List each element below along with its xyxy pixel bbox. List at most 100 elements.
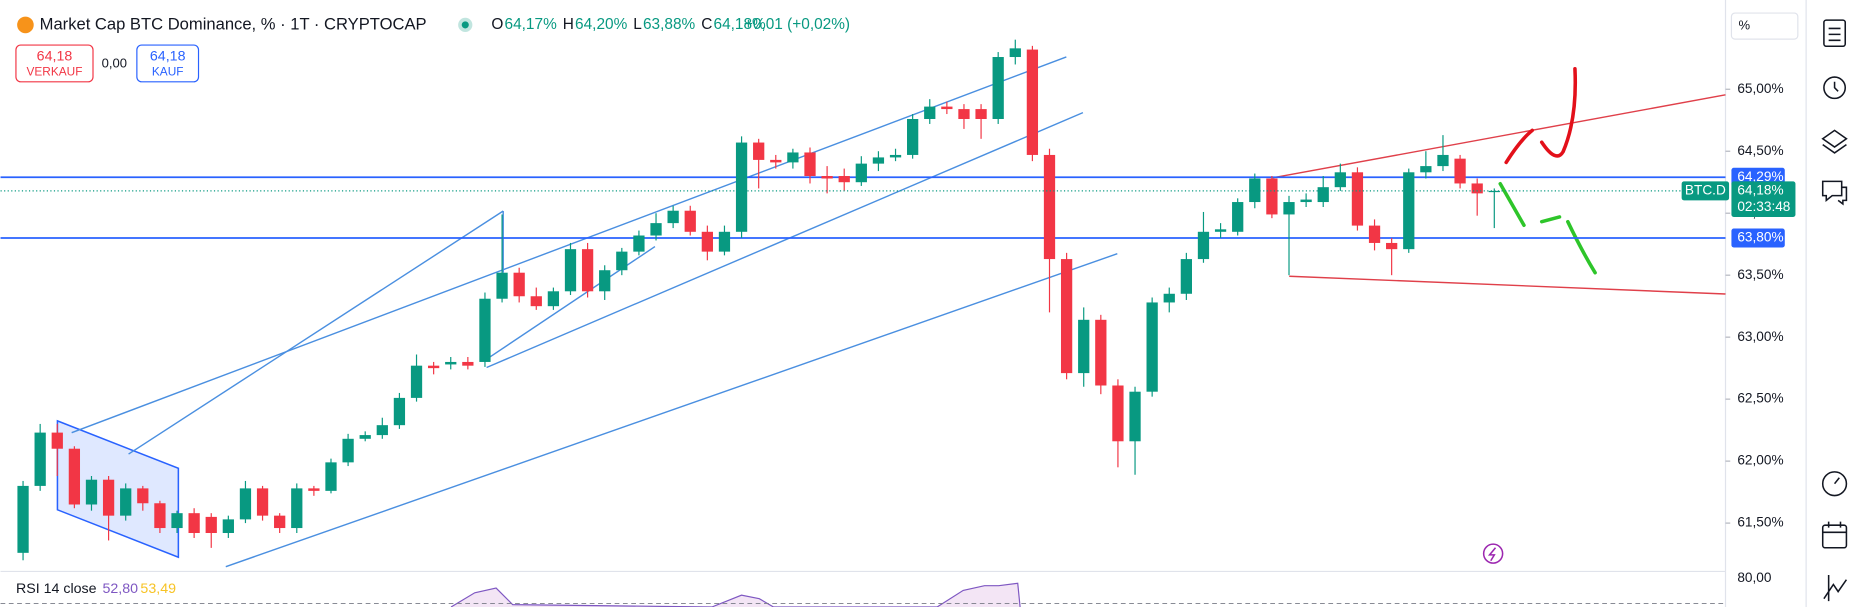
trend-line[interactable] [486, 111, 1084, 369]
price-label-box [1731, 228, 1785, 248]
candle-body [1471, 183, 1483, 194]
hand-drawing[interactable] [1498, 181, 1597, 275]
candle-body [1300, 199, 1312, 203]
rsi-tick-label: 80,00 [1737, 570, 1772, 585]
event-icon[interactable] [1482, 543, 1504, 564]
trend-line[interactable] [1272, 94, 1726, 179]
candle-body [616, 251, 628, 271]
candle-body [359, 435, 371, 439]
candle-body [975, 109, 987, 119]
y-tick-label: 64,50% [1737, 143, 1783, 158]
alerts-icon [1833, 81, 1839, 92]
ohlc-readout: O 64,17% H 64,20% L 63,88% C 64,18% [491, 16, 766, 33]
spread: 0,00 [102, 55, 127, 70]
candle-body [753, 142, 765, 160]
candle-body [1129, 391, 1141, 442]
candle-body [1403, 172, 1415, 250]
candle-body [599, 270, 611, 292]
candle-body [684, 210, 696, 232]
candle-body [735, 142, 748, 232]
scale-unit: % [1739, 18, 1751, 33]
buy-button[interactable] [136, 44, 200, 83]
buy-price: 64,18 [150, 49, 186, 65]
buy-label: KAUF [152, 64, 184, 78]
scale-mode[interactable] [1730, 12, 1799, 40]
readout-value: 64,20% [575, 16, 628, 33]
candle-body [85, 479, 98, 505]
sell-price: 64,18 [37, 49, 73, 65]
candle-body [1317, 187, 1329, 203]
trend-line[interactable] [71, 56, 1067, 434]
candle-body [102, 479, 115, 516]
readout-key: O [491, 16, 503, 33]
candle-body [137, 488, 149, 504]
countdown: 02:33:48 [1737, 199, 1790, 214]
watchlist-icon[interactable] [1823, 19, 1847, 48]
last-price-box [1731, 181, 1796, 217]
candle-body [1163, 293, 1175, 303]
candle-body [479, 298, 491, 362]
candle-body [1214, 229, 1227, 232]
candle-body [171, 513, 183, 529]
candle-body [1249, 178, 1261, 203]
candle-body [410, 365, 423, 398]
candle-body [1026, 49, 1039, 155]
candle-body [633, 235, 645, 252]
trend-line[interactable] [128, 210, 504, 455]
y-tick-label: 62,00% [1737, 453, 1783, 468]
sell-button[interactable] [15, 44, 94, 83]
rsi-value: 52,80 [102, 581, 138, 597]
calendar-icon[interactable] [1821, 524, 1848, 549]
alerts-icon[interactable] [1823, 76, 1847, 100]
candle-body [120, 488, 132, 516]
candle-body [1283, 202, 1295, 215]
candle-body [530, 296, 542, 307]
candle-body [1266, 178, 1278, 215]
candle-body [291, 488, 303, 529]
candle-body [342, 438, 354, 463]
y-tick-label: 62,50% [1737, 391, 1783, 406]
trend-line[interactable] [1289, 275, 1726, 295]
candle-body [496, 272, 508, 299]
candle-body [1368, 225, 1381, 243]
candle-body [1420, 166, 1432, 173]
candle-body [1351, 172, 1364, 226]
price-label: 64,29% [1737, 169, 1783, 184]
coin-icon [17, 16, 34, 34]
candle-body [770, 159, 782, 163]
candle-body [804, 152, 816, 177]
plot-area: 61,50%62,00%62,50%63,00%63,50%64,00%64,5… [0, 39, 1796, 561]
candle-body [274, 515, 286, 529]
event-icon [1487, 547, 1497, 562]
chat-icon[interactable] [1821, 180, 1848, 206]
replay-icon[interactable] [1823, 574, 1848, 602]
watchlist-icon [1828, 27, 1841, 42]
candle-body [428, 365, 440, 369]
candle-body [667, 210, 679, 224]
rsi-line [450, 582, 1021, 607]
candle-body [1095, 319, 1107, 386]
candle-body [1386, 242, 1398, 250]
candle-body [376, 425, 388, 436]
ideas-icon[interactable] [1821, 471, 1848, 497]
symbol-label: BTC.D [1685, 182, 1726, 197]
candle-body [718, 231, 731, 252]
candle-body [68, 448, 81, 505]
candle-body [1060, 259, 1073, 374]
sell-label: VERKAUF [26, 64, 82, 78]
last-price-label: 64,18% [1737, 182, 1783, 197]
hand-drawing[interactable] [1504, 66, 1578, 165]
channel-box[interactable] [56, 419, 180, 559]
candle-body [513, 272, 525, 297]
layers-icon[interactable] [1821, 129, 1848, 154]
candle-body [239, 488, 252, 520]
y-tick-label: 63,50% [1737, 267, 1783, 282]
trend-line[interactable] [225, 253, 1118, 568]
readout-key: C [701, 16, 712, 33]
candle-body [872, 157, 885, 164]
candle-body [222, 519, 234, 534]
candle-body [1454, 158, 1466, 184]
candle-body [17, 485, 29, 553]
candle-body [958, 109, 970, 119]
